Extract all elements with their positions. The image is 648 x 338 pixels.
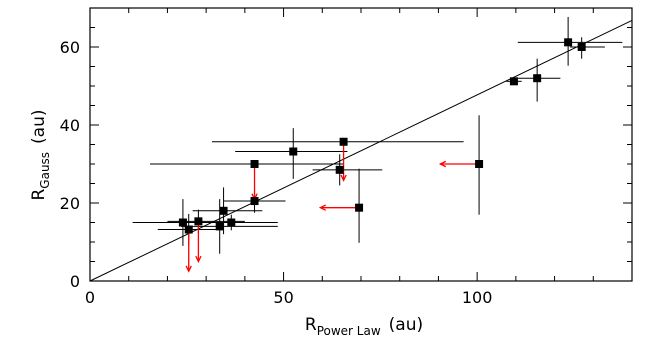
limit-arrow-head-0 bbox=[185, 265, 192, 273]
x-tick-label: 100 bbox=[462, 288, 493, 307]
data-point-layer bbox=[178, 38, 586, 234]
limit-arrow-5 bbox=[438, 160, 480, 168]
y-tick-label: 40 bbox=[60, 116, 80, 135]
limit-arrow-head-4 bbox=[318, 204, 327, 211]
plot-frame bbox=[89, 7, 633, 282]
data-point-2 bbox=[194, 217, 203, 226]
limit-arrow-head-3 bbox=[340, 174, 347, 182]
data-point-1 bbox=[184, 225, 193, 234]
limit-arrow-layer bbox=[185, 142, 480, 273]
tick-layer bbox=[89, 7, 633, 282]
error-bar-layer bbox=[132, 16, 623, 254]
y-tick-label: 0 bbox=[70, 272, 80, 291]
y-tick-labels: 0 20 40 60 bbox=[60, 38, 80, 291]
x-axis-title: RPower Law (au) bbox=[305, 315, 423, 338]
data-point-14 bbox=[533, 74, 542, 83]
x-tick-label: 50 bbox=[273, 288, 293, 307]
limit-arrow-4 bbox=[318, 204, 360, 211]
y-tick-label: 20 bbox=[60, 194, 80, 213]
x-axis-title-sub: Power Law bbox=[317, 324, 381, 338]
y-axis-title-sub: Gauss bbox=[38, 152, 52, 189]
data-point-7 bbox=[250, 160, 259, 168]
limit-arrow-3 bbox=[340, 142, 347, 182]
data-point-13 bbox=[509, 77, 518, 86]
y-axis-title: RGauss (au) bbox=[29, 109, 52, 200]
x-axis-title-main: R bbox=[305, 315, 317, 335]
data-point-6 bbox=[250, 197, 259, 206]
data-point-15 bbox=[564, 38, 573, 47]
data-point-10 bbox=[339, 137, 348, 146]
x-tick-label: 0 bbox=[85, 288, 95, 307]
data-point-8 bbox=[289, 147, 298, 156]
data-point-9 bbox=[335, 165, 344, 174]
data-point-0 bbox=[178, 218, 187, 227]
data-point-16 bbox=[577, 43, 586, 51]
y-tick-label: 60 bbox=[60, 38, 80, 57]
data-point-4 bbox=[219, 206, 228, 215]
data-point-11 bbox=[355, 203, 364, 212]
x-tick-labels: 0 50 100 bbox=[85, 288, 493, 307]
limit-arrow-2 bbox=[251, 164, 258, 201]
limit-arrow-1 bbox=[195, 222, 202, 263]
fit-line bbox=[89, 20, 633, 282]
fit-line-layer bbox=[89, 20, 633, 282]
y-axis-title-main: R bbox=[29, 189, 49, 201]
x-axis-title-unit: (au) bbox=[389, 315, 423, 335]
data-point-12 bbox=[475, 160, 484, 168]
limit-arrow-head-5 bbox=[438, 160, 447, 168]
limit-arrow-0 bbox=[185, 228, 192, 273]
limit-arrow-head-1 bbox=[195, 255, 202, 263]
data-point-3 bbox=[215, 222, 224, 231]
data-point-5 bbox=[227, 218, 236, 227]
y-axis-title-unit: (au) bbox=[29, 109, 49, 143]
